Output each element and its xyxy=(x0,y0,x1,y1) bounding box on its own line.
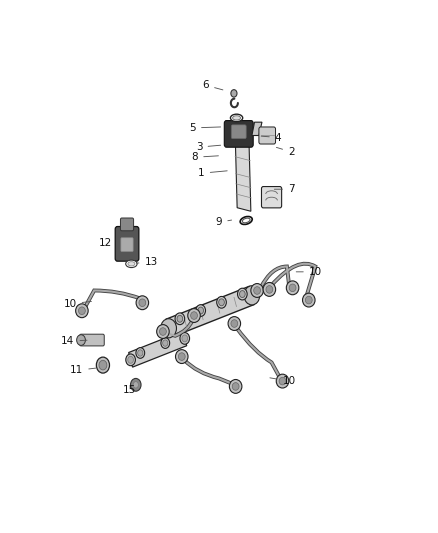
Ellipse shape xyxy=(240,290,245,297)
Text: 5: 5 xyxy=(189,123,221,133)
Ellipse shape xyxy=(232,383,239,390)
Ellipse shape xyxy=(233,116,240,120)
FancyBboxPatch shape xyxy=(259,127,276,144)
Ellipse shape xyxy=(279,377,286,385)
Ellipse shape xyxy=(99,360,107,370)
Text: 4: 4 xyxy=(261,133,282,142)
Text: 2: 2 xyxy=(276,147,295,157)
Polygon shape xyxy=(166,286,254,337)
Ellipse shape xyxy=(263,282,276,296)
FancyBboxPatch shape xyxy=(224,120,253,147)
Ellipse shape xyxy=(176,350,188,364)
Ellipse shape xyxy=(188,309,200,322)
Polygon shape xyxy=(129,331,187,367)
Ellipse shape xyxy=(175,313,185,325)
Ellipse shape xyxy=(196,305,205,317)
Ellipse shape xyxy=(228,317,240,330)
Circle shape xyxy=(231,90,237,97)
Ellipse shape xyxy=(178,353,185,360)
Ellipse shape xyxy=(76,304,88,318)
Ellipse shape xyxy=(237,288,247,300)
Circle shape xyxy=(77,335,85,345)
Ellipse shape xyxy=(198,307,204,314)
Ellipse shape xyxy=(138,350,143,356)
Ellipse shape xyxy=(180,333,190,344)
Ellipse shape xyxy=(244,286,260,305)
Text: 3: 3 xyxy=(196,142,221,152)
Ellipse shape xyxy=(276,374,289,388)
Text: 6: 6 xyxy=(202,80,223,90)
Polygon shape xyxy=(235,140,251,211)
Ellipse shape xyxy=(136,348,145,358)
Ellipse shape xyxy=(289,284,296,292)
Ellipse shape xyxy=(157,325,169,338)
Text: 7: 7 xyxy=(274,184,295,194)
Ellipse shape xyxy=(161,319,177,338)
Ellipse shape xyxy=(126,260,137,268)
Polygon shape xyxy=(252,122,262,135)
Ellipse shape xyxy=(305,296,312,304)
Ellipse shape xyxy=(254,287,261,294)
Ellipse shape xyxy=(159,328,166,335)
FancyBboxPatch shape xyxy=(231,125,246,139)
Ellipse shape xyxy=(78,307,85,314)
Ellipse shape xyxy=(231,320,238,327)
Ellipse shape xyxy=(126,354,135,366)
Ellipse shape xyxy=(219,299,224,306)
FancyBboxPatch shape xyxy=(115,227,139,261)
FancyBboxPatch shape xyxy=(121,238,133,252)
Ellipse shape xyxy=(240,216,252,224)
Circle shape xyxy=(133,382,138,388)
Ellipse shape xyxy=(303,293,315,307)
Ellipse shape xyxy=(251,284,263,297)
Ellipse shape xyxy=(139,299,146,306)
Text: 1: 1 xyxy=(198,168,227,178)
Ellipse shape xyxy=(230,379,242,393)
Text: 12: 12 xyxy=(99,238,118,247)
Text: 14: 14 xyxy=(61,336,87,346)
Ellipse shape xyxy=(217,296,226,308)
Text: 13: 13 xyxy=(136,257,158,267)
Text: 10: 10 xyxy=(64,299,92,309)
Ellipse shape xyxy=(182,335,187,342)
Text: 15: 15 xyxy=(123,385,136,395)
Text: 9: 9 xyxy=(215,217,232,227)
Ellipse shape xyxy=(162,340,168,346)
Ellipse shape xyxy=(161,338,170,349)
Text: 11: 11 xyxy=(70,366,96,375)
Text: 10: 10 xyxy=(270,376,296,386)
Ellipse shape xyxy=(128,357,134,364)
Ellipse shape xyxy=(266,286,273,293)
Ellipse shape xyxy=(230,114,243,122)
FancyBboxPatch shape xyxy=(261,187,282,208)
Text: 8: 8 xyxy=(191,152,219,162)
Ellipse shape xyxy=(177,316,183,322)
FancyBboxPatch shape xyxy=(80,334,104,346)
Ellipse shape xyxy=(286,281,299,295)
Ellipse shape xyxy=(242,218,250,223)
Ellipse shape xyxy=(136,296,148,310)
Ellipse shape xyxy=(191,312,198,319)
Text: 10: 10 xyxy=(296,267,322,277)
Circle shape xyxy=(131,378,141,391)
Ellipse shape xyxy=(128,262,135,266)
FancyBboxPatch shape xyxy=(120,218,134,231)
Ellipse shape xyxy=(96,357,110,373)
